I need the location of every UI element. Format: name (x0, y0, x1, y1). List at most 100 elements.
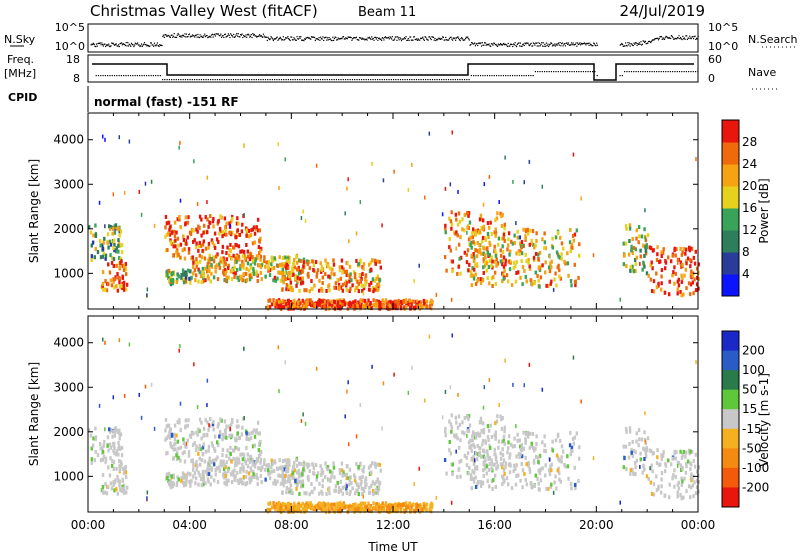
power-cell (110, 260, 114, 265)
nsky-point (673, 38, 676, 40)
nave-point (523, 75, 525, 77)
nsky-point (295, 39, 297, 41)
nave-point (294, 79, 296, 81)
velocity-cell (555, 486, 558, 491)
power-cell (327, 264, 330, 269)
nsky-point (320, 36, 322, 38)
power-cell (204, 215, 207, 220)
power-cell (101, 281, 105, 286)
velocity-cell (694, 452, 697, 457)
velocity-cell (229, 426, 232, 431)
velocity-cell (332, 465, 336, 470)
nsky-point (366, 39, 368, 41)
velocity-cell (451, 333, 454, 338)
power-cell (277, 305, 280, 310)
velocity-cell (229, 445, 232, 450)
velocity-cell (169, 481, 173, 486)
power-cell (687, 281, 691, 286)
velocity-cell (676, 463, 679, 468)
power-cell (353, 272, 357, 277)
velocity-cell (673, 449, 676, 454)
nave-point (356, 79, 358, 81)
velocity-cell (403, 508, 406, 513)
nsky-point (131, 43, 133, 46)
power-cell (502, 236, 505, 241)
nsky-point (105, 45, 107, 48)
velocity-cell (224, 481, 228, 486)
power-cell (281, 267, 284, 272)
nsky-point (128, 43, 130, 45)
velocity-cell (251, 430, 255, 435)
power-cell (259, 254, 263, 259)
y-tick-label: 1000 (53, 266, 84, 280)
nsky-point (296, 36, 298, 38)
velocity-cell (216, 455, 219, 460)
nsky-point (458, 37, 460, 39)
velocity-cell (430, 501, 433, 506)
velocity-cell (458, 459, 461, 464)
nsky-point (470, 43, 472, 46)
power-cell (649, 263, 651, 268)
nsky-point (251, 36, 253, 39)
nsky-point (585, 44, 587, 46)
nsky-point (288, 38, 290, 41)
velocity-cell (195, 444, 198, 449)
nsky-point (265, 36, 267, 38)
nsky-point (246, 34, 249, 36)
power-cell (371, 161, 373, 166)
power-cell (381, 302, 384, 307)
velocity-cell (189, 483, 192, 488)
nsky-point (342, 36, 345, 38)
power-cell (348, 279, 351, 284)
x-axis-label: Time UT (367, 540, 418, 554)
velocity-cell (491, 486, 494, 491)
power-cell (279, 303, 282, 308)
velocity-cell (290, 472, 293, 477)
power-cell (108, 239, 112, 244)
power-cell (258, 228, 262, 233)
nave-point (489, 75, 491, 77)
velocity-cell (231, 471, 234, 476)
velocity-cell (502, 475, 505, 480)
velocity-cell (122, 471, 126, 476)
velocity-cell (225, 435, 228, 440)
power-cell (476, 249, 480, 254)
nsky-point (669, 37, 671, 40)
velocity-cell (393, 372, 395, 377)
power-cell (527, 260, 530, 265)
velocity-cell (328, 505, 331, 510)
power-cell (296, 278, 299, 283)
power-cell (351, 283, 354, 288)
velocity-cell (689, 485, 693, 490)
freq-left-tick-top: 18 (66, 53, 80, 66)
nsky-point (242, 36, 244, 39)
power-cell (538, 250, 542, 255)
nsky-point (200, 36, 202, 38)
power-cell (474, 272, 477, 277)
power-cell (369, 280, 373, 285)
velocity-cell (228, 433, 231, 438)
velocity-cell (255, 428, 258, 433)
nsky-point (137, 44, 140, 46)
velocity-cell (206, 477, 210, 482)
power-cell (284, 302, 288, 307)
power-cell (413, 279, 415, 284)
velocity-cell (413, 508, 417, 513)
power-cell (482, 265, 485, 270)
nsky-point (413, 36, 416, 38)
velocity-cell (629, 471, 632, 476)
power-cell (548, 254, 551, 259)
power-cell (348, 289, 351, 294)
power-cell (318, 288, 321, 293)
power-cell (349, 286, 352, 291)
nsky-point (377, 39, 379, 41)
nsky-point (258, 35, 260, 37)
velocity-cell (338, 471, 342, 476)
power-cell (384, 298, 388, 303)
nsky-point (593, 42, 595, 44)
nave-point (198, 79, 200, 81)
velocity-cell (267, 501, 270, 506)
power-cell (224, 262, 227, 267)
colorbar-tick-label: 12 (742, 223, 757, 237)
power-cell (304, 299, 308, 304)
